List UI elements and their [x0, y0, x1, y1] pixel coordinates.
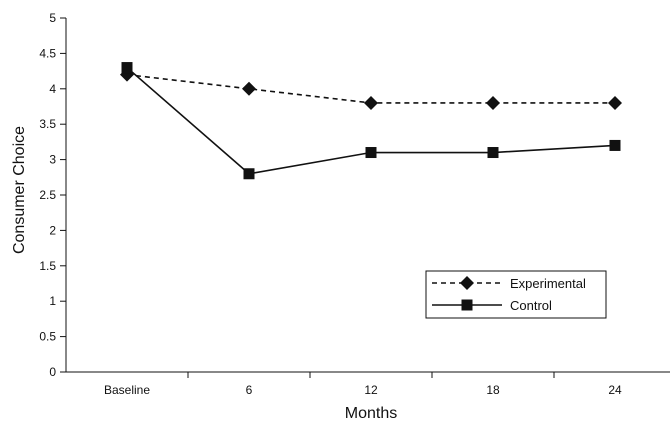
- y-tick-label: 1.5: [39, 259, 56, 273]
- x-axis-ticks: Baseline 6 12 18 24: [104, 372, 622, 397]
- x-tick-label: Baseline: [104, 383, 150, 397]
- data-point-experimental: [242, 81, 256, 96]
- x-tick-label: 6: [246, 383, 253, 397]
- data-point-experimental: [608, 95, 622, 110]
- data-point-control: [487, 147, 499, 159]
- data-point-control: [609, 139, 621, 151]
- y-tick-label: 0: [49, 365, 56, 379]
- y-tick-label: 2.5: [39, 188, 56, 202]
- y-tick-label: 4.5: [39, 46, 56, 60]
- y-axis-title: Consumer Choice: [11, 126, 28, 254]
- series-control: [121, 62, 621, 180]
- legend: Experimental Control: [425, 270, 607, 319]
- y-axis-ticks: 0 0.5 1 1.5 2 2.5 3 3.5 4 4.5 5: [39, 11, 66, 379]
- series-experimental: [120, 67, 622, 110]
- y-tick-label: 4: [49, 82, 56, 96]
- legend-item-control: Control: [432, 298, 552, 313]
- x-tick-label: 18: [486, 383, 500, 397]
- data-point-control: [365, 147, 377, 159]
- x-tick-label: 24: [608, 383, 622, 397]
- y-tick-label: 2: [49, 223, 56, 237]
- legend-marker: [461, 299, 473, 311]
- y-tick-label: 1: [49, 294, 56, 308]
- series-layer: [120, 62, 622, 180]
- data-point-experimental: [486, 95, 500, 110]
- y-tick-label: 3: [49, 153, 56, 167]
- y-tick-label: 3.5: [39, 117, 56, 131]
- legend-box: [425, 270, 607, 319]
- y-tick-label: 0.5: [39, 330, 56, 344]
- y-tick-label: 5: [49, 11, 56, 25]
- legend-label: Control: [510, 298, 552, 313]
- axes: [65, 18, 670, 373]
- data-point-experimental: [364, 95, 378, 110]
- data-point-control: [121, 62, 133, 74]
- legend-marker: [460, 276, 474, 290]
- data-point-control: [243, 168, 255, 180]
- legend-label: Experimental: [510, 276, 586, 291]
- x-tick-label: 12: [364, 383, 378, 397]
- legend-item-experimental: Experimental: [432, 276, 586, 291]
- x-axis-title: Months: [345, 405, 397, 422]
